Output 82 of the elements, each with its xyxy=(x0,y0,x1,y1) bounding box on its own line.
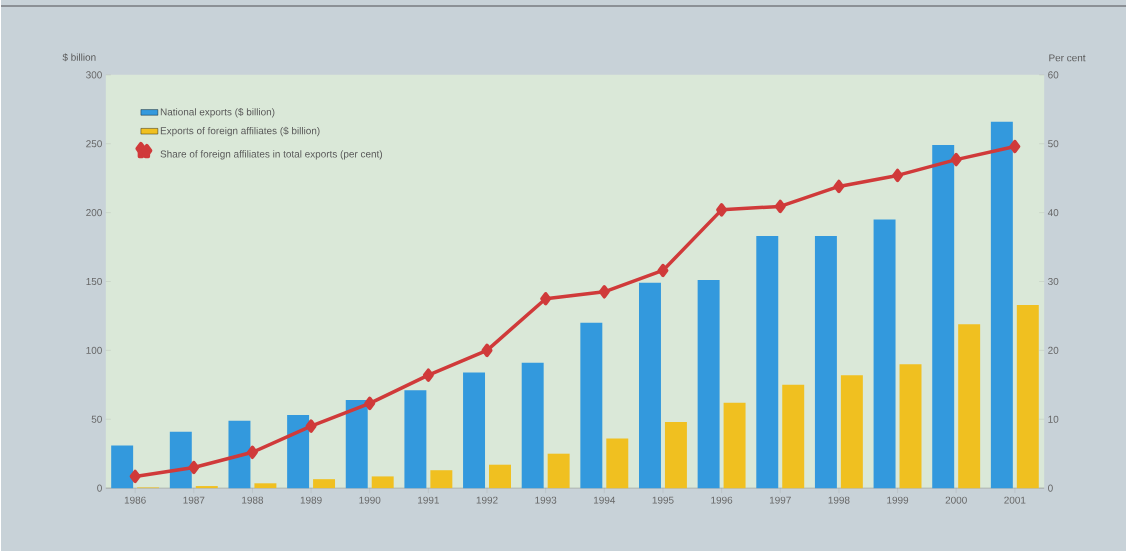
x-tick-label: 1988 xyxy=(242,496,264,504)
point xyxy=(246,445,258,460)
bar xyxy=(756,236,779,489)
y2-tick-label: 50 xyxy=(1048,140,1059,148)
x-tick-label: 1986 xyxy=(124,496,146,504)
point xyxy=(422,368,434,382)
y2-tick-label: 30 xyxy=(1048,277,1059,286)
bar xyxy=(697,280,720,489)
bar xyxy=(958,324,981,489)
x-tick-label: 2000 xyxy=(945,496,967,504)
bar xyxy=(723,402,746,489)
point xyxy=(892,168,904,183)
bar xyxy=(782,384,805,489)
bar xyxy=(840,375,863,489)
x-tick-label: 1994 xyxy=(594,496,616,504)
bar xyxy=(664,422,687,489)
y-axis-title: $ billion xyxy=(62,53,96,62)
point xyxy=(598,285,610,299)
bar xyxy=(932,145,955,489)
point xyxy=(950,152,962,167)
y-tick-label: 100 xyxy=(86,346,102,354)
bar xyxy=(1016,304,1039,489)
bar xyxy=(990,121,1013,489)
y-tick-label: 150 xyxy=(86,277,102,286)
bar xyxy=(580,322,603,489)
x-tick-label: 1991 xyxy=(418,496,439,504)
y2-tick-label: 40 xyxy=(1047,209,1059,217)
x-tick-label: 1990 xyxy=(359,496,381,504)
y2-tick-label: 60 xyxy=(1048,71,1059,79)
y-tick-label: 50 xyxy=(91,415,102,423)
bar xyxy=(287,415,310,489)
x-tick-label: 1992 xyxy=(476,496,498,504)
point xyxy=(540,291,552,306)
bar xyxy=(313,479,336,489)
y-tick-label: 250 xyxy=(86,140,102,148)
bar xyxy=(521,362,544,489)
x-tick-label: 1989 xyxy=(300,496,322,504)
bar xyxy=(463,372,486,489)
bar xyxy=(547,453,570,489)
point xyxy=(188,460,200,475)
legend-label: National exports ($ billion) xyxy=(160,107,275,118)
x-tick-label: 1999 xyxy=(887,496,909,504)
y2-tick-label: 0 xyxy=(1048,484,1053,492)
bar xyxy=(606,438,629,489)
x-tick-label: 1997 xyxy=(769,496,791,504)
x-tick-label: 1998 xyxy=(828,496,850,504)
point xyxy=(657,263,669,278)
y-tick-label: 200 xyxy=(86,209,102,217)
point xyxy=(1009,139,1021,154)
bar xyxy=(899,364,922,489)
point xyxy=(481,343,493,358)
point xyxy=(129,469,141,484)
bar xyxy=(111,445,134,489)
bar xyxy=(639,282,661,489)
point xyxy=(833,179,845,194)
y-tick-label: 0 xyxy=(97,484,102,492)
x-tick-label: 1987 xyxy=(183,496,205,504)
bar xyxy=(228,420,251,489)
bar xyxy=(169,431,192,489)
point xyxy=(716,203,728,217)
bar xyxy=(371,476,394,489)
legend-label: Share of foreign affiliates in total exports (per cent) xyxy=(160,150,382,160)
x-tick-label: 1996 xyxy=(711,496,733,504)
point xyxy=(305,419,317,433)
bar xyxy=(489,464,511,489)
x-tick-label: 1993 xyxy=(535,496,557,504)
point xyxy=(364,396,376,411)
bar xyxy=(195,486,218,489)
point xyxy=(774,199,786,214)
bar xyxy=(404,390,427,489)
bar xyxy=(814,236,837,489)
legend-label: Exports of foreign affiliates ($ billion) xyxy=(160,126,320,137)
bar xyxy=(873,219,896,489)
bar xyxy=(254,483,277,489)
y2-tick-label: 20 xyxy=(1048,346,1059,354)
y-tick-label: 300 xyxy=(86,71,102,79)
x-tick-label: 2001 xyxy=(1004,496,1026,504)
y2-tick-label: 10 xyxy=(1048,415,1059,423)
x-tick-label: 1995 xyxy=(652,496,674,504)
bar xyxy=(345,399,368,489)
y2-axis-title: Per cent xyxy=(1049,54,1086,62)
bar xyxy=(430,470,453,489)
